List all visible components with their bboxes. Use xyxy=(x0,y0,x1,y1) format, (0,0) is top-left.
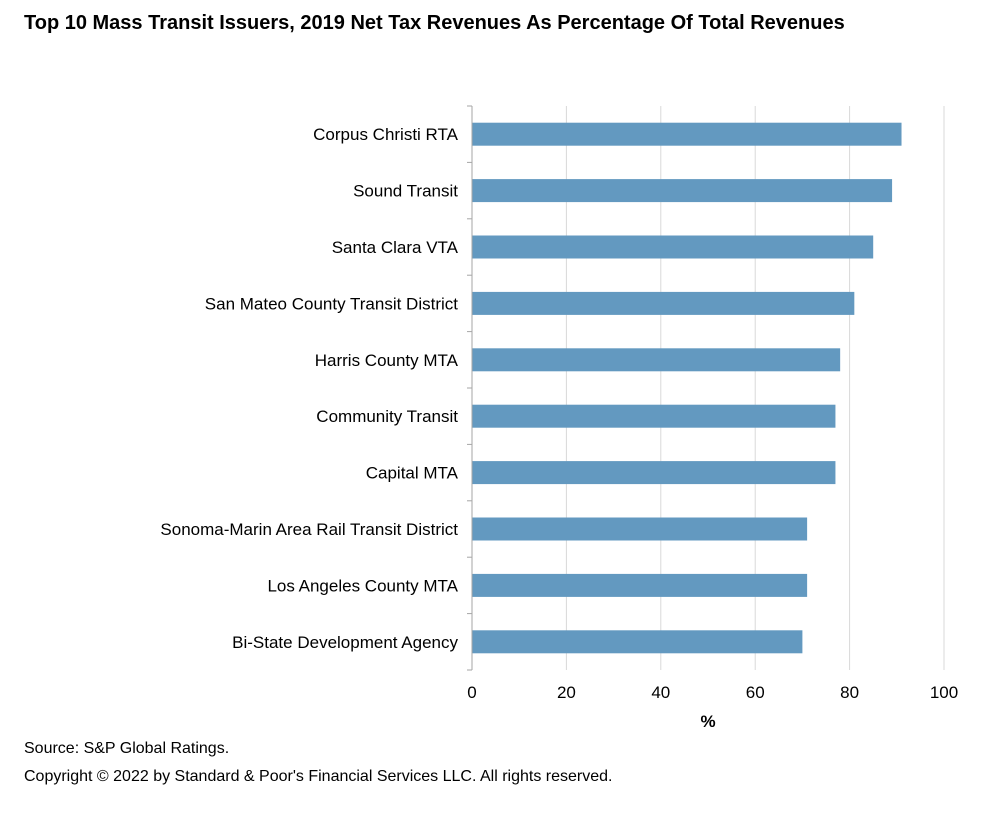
source-note: Source: S&P Global Ratings. xyxy=(24,740,230,757)
copyright-note: Copyright © 2022 by Standard & Poor's Fi… xyxy=(24,768,613,785)
x-tick-label-2: 40 xyxy=(651,683,670,702)
x-tick-label-1: 20 xyxy=(557,683,576,702)
bar-2 xyxy=(472,235,874,259)
x-tick-label-4: 80 xyxy=(840,683,859,702)
category-label-5: Community Transit xyxy=(316,407,458,426)
category-label-6: Capital MTA xyxy=(366,464,459,483)
x-tick-label-0: 0 xyxy=(467,683,476,702)
bar-6 xyxy=(472,461,836,485)
bar-chart: Corpus Christi RTA Sound Transit Santa Cla… xyxy=(160,105,958,731)
category-label-0: Corpus Christi RTA xyxy=(313,125,459,144)
category-label-4: Harris County MTA xyxy=(315,351,459,370)
bar-1 xyxy=(472,179,893,203)
chart-title: Top 10 Mass Transit Issuers, 2019 Net Ta… xyxy=(24,12,845,34)
bar-5 xyxy=(472,404,836,428)
bar-3 xyxy=(472,291,855,315)
bar-9 xyxy=(472,630,803,654)
bar-8 xyxy=(472,573,808,597)
category-label-3: San Mateo County Transit District xyxy=(205,294,458,313)
category-label-8: Los Angeles County MTA xyxy=(267,576,458,595)
x-tick-label-5: 100 xyxy=(930,683,958,702)
bar-7 xyxy=(472,517,808,541)
category-label-1: Sound Transit xyxy=(353,182,458,201)
x-axis-label: % xyxy=(700,712,715,731)
x-tick-label-3: 60 xyxy=(746,683,765,702)
bar-0 xyxy=(472,122,902,146)
category-label-9: Bi-State Development Agency xyxy=(232,633,458,652)
category-label-7: Sonoma-Marin Area Rail Transit District xyxy=(160,520,458,539)
bar-4 xyxy=(472,348,841,372)
category-label-2: Santa Clara VTA xyxy=(332,238,459,257)
